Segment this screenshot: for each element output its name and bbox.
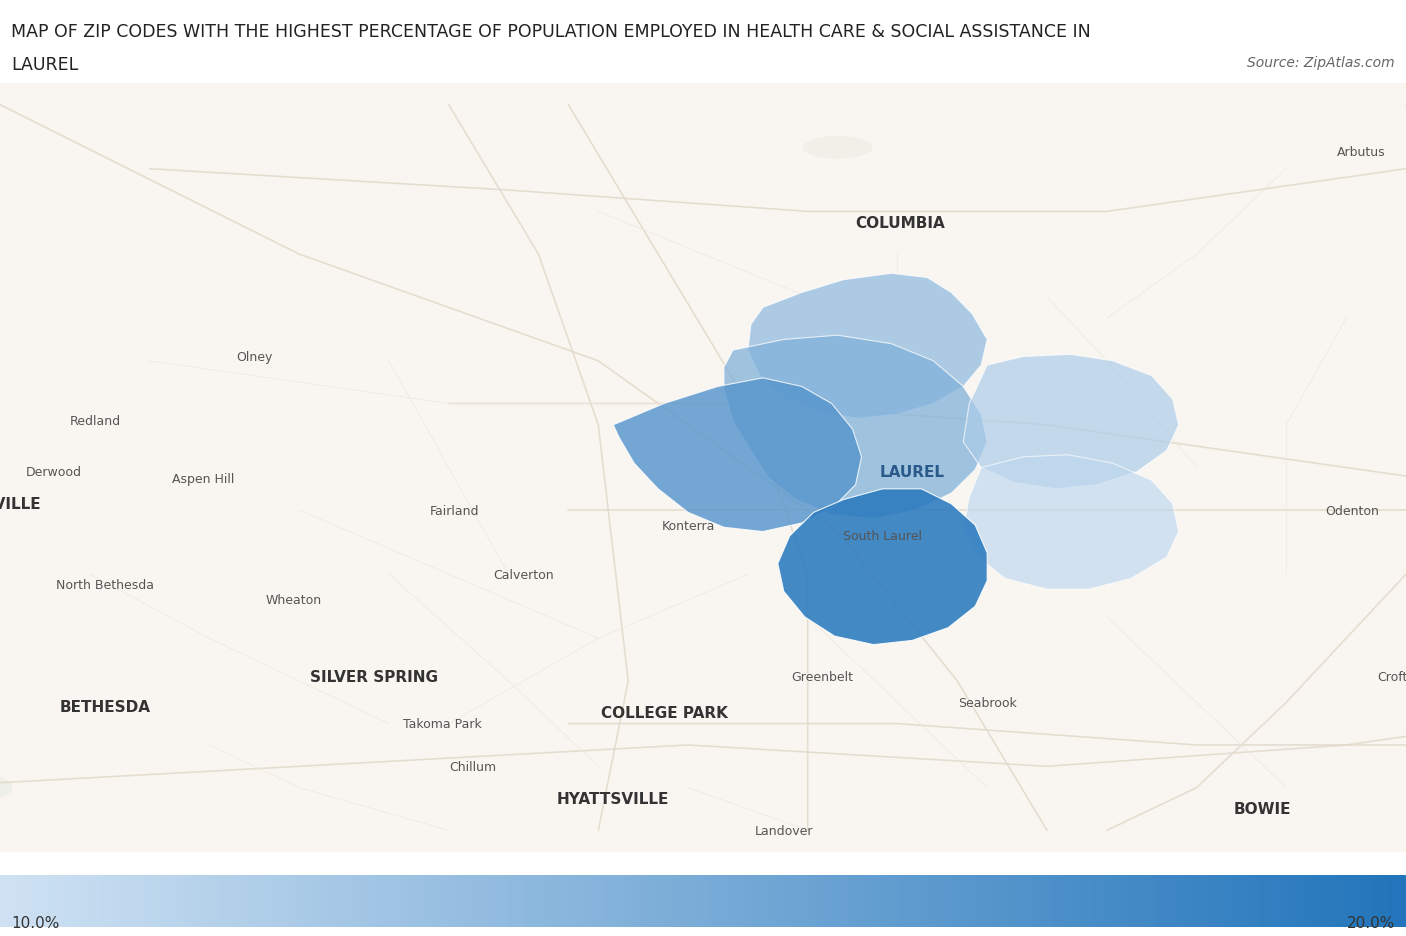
Text: ROCKVILLE: ROCKVILLE — [0, 497, 41, 512]
Text: Crofton: Crofton — [1376, 670, 1406, 683]
Text: Source: ZipAtlas.com: Source: ZipAtlas.com — [1247, 56, 1395, 70]
Text: HYATTSVILLE: HYATTSVILLE — [557, 791, 669, 806]
Text: Landover: Landover — [755, 824, 813, 837]
Text: 10.0%: 10.0% — [11, 915, 59, 930]
Text: North Bethesda: North Bethesda — [56, 578, 153, 592]
Polygon shape — [963, 455, 1178, 590]
Text: Redland: Redland — [70, 415, 121, 428]
Text: Calverton: Calverton — [494, 568, 554, 581]
Text: BETHESDA: BETHESDA — [59, 699, 150, 714]
Text: South Laurel: South Laurel — [844, 530, 922, 543]
Text: Greenbelt: Greenbelt — [792, 670, 853, 683]
Ellipse shape — [803, 137, 873, 160]
Polygon shape — [748, 274, 987, 419]
Text: Fairland: Fairland — [430, 505, 479, 517]
Text: Takoma Park: Takoma Park — [404, 717, 482, 730]
Text: SILVER SPRING: SILVER SPRING — [309, 669, 437, 684]
Text: LAUREL: LAUREL — [880, 465, 945, 480]
Polygon shape — [778, 490, 987, 645]
Text: BOWIE: BOWIE — [1233, 801, 1291, 816]
Text: COLLEGE PARK: COLLEGE PARK — [600, 706, 727, 721]
Text: Wheaton: Wheaton — [266, 593, 321, 607]
Text: Konterra: Konterra — [661, 519, 714, 532]
Text: Seabrook: Seabrook — [957, 696, 1017, 709]
Text: LAUREL: LAUREL — [11, 56, 79, 74]
Text: Odenton: Odenton — [1326, 505, 1379, 517]
Text: COLUMBIA: COLUMBIA — [856, 215, 945, 230]
Text: 20.0%: 20.0% — [1347, 915, 1395, 930]
Polygon shape — [963, 355, 1178, 490]
Text: Arbutus: Arbutus — [1337, 146, 1385, 159]
Text: Olney: Olney — [236, 351, 273, 363]
Text: Chillum: Chillum — [449, 760, 496, 773]
Text: MAP OF ZIP CODES WITH THE HIGHEST PERCENTAGE OF POPULATION EMPLOYED IN HEALTH CA: MAP OF ZIP CODES WITH THE HIGHEST PERCEN… — [11, 23, 1091, 41]
Polygon shape — [613, 378, 862, 532]
Polygon shape — [724, 336, 987, 519]
Ellipse shape — [0, 772, 13, 803]
Text: Derwood: Derwood — [25, 466, 82, 478]
Text: Aspen Hill: Aspen Hill — [172, 472, 235, 485]
